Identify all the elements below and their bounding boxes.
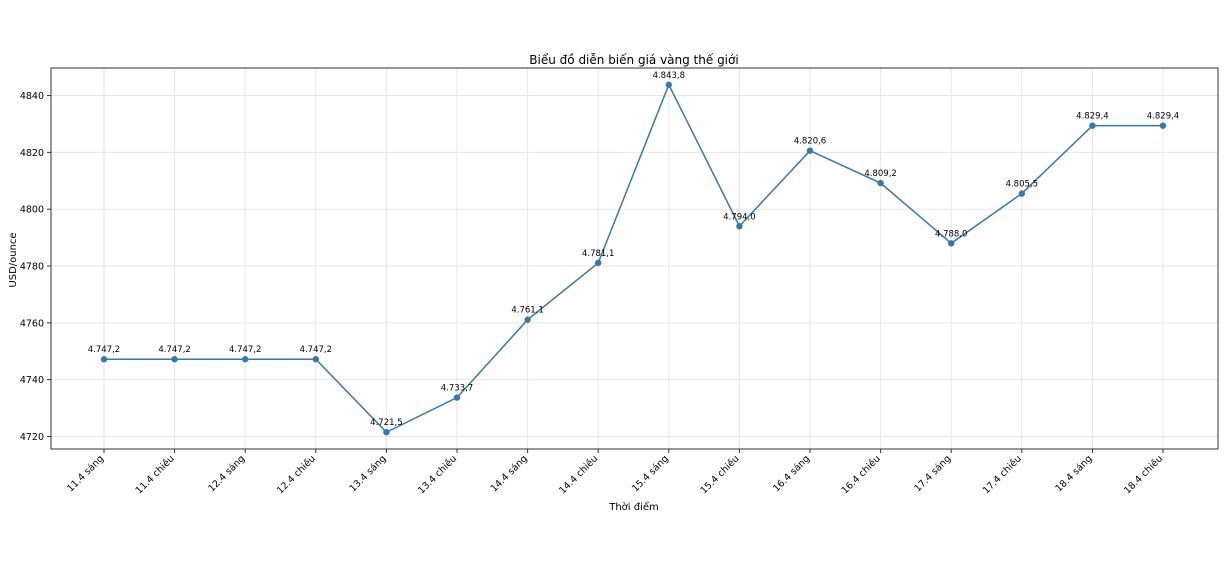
- x-tick-label: 11.4 chiều: [134, 453, 177, 496]
- x-tick-label: 17.4 chiều: [981, 453, 1024, 496]
- data-label: 4.805,5: [1006, 180, 1038, 190]
- y-axis: 4720 4740 4760 4780 4800 4820 4840: [20, 91, 51, 443]
- data-label: 4.788,0: [935, 229, 967, 239]
- x-tick-label: 14.4 sáng: [489, 453, 530, 494]
- data-label: 4.829,4: [1147, 112, 1179, 122]
- data-label: 4.781,1: [582, 249, 614, 259]
- data-point: [524, 316, 531, 323]
- data-label: 4.829,4: [1076, 112, 1108, 122]
- data-point: [1089, 122, 1096, 129]
- chart-title: Biểu đồ diễn biến giá vàng thế giới: [529, 53, 738, 67]
- data-label: 4.747,2: [88, 345, 120, 355]
- data-points: [100, 81, 1167, 436]
- data-point: [736, 223, 743, 230]
- data-label: 4.747,2: [229, 345, 261, 355]
- data-point: [1018, 190, 1025, 197]
- data-point: [312, 356, 319, 363]
- y-tick-label: 4840: [20, 91, 44, 102]
- data-point: [171, 356, 178, 363]
- y-tick-label: 4800: [20, 205, 44, 216]
- data-label: 4.761,1: [511, 306, 543, 316]
- x-tick-label: 11.4 sáng: [65, 453, 106, 494]
- plot-area: [50, 67, 1219, 450]
- x-axis: 11.4 sáng 11.4 chiều 12.4 sáng 12.4 chiều 13…: [65, 449, 1165, 496]
- x-tick-label: 12.4 chiều: [275, 453, 318, 496]
- data-point: [383, 429, 390, 436]
- series-line: [104, 82, 1163, 434]
- data-label: 4.721,5: [370, 418, 402, 428]
- grid: [51, 68, 1218, 449]
- x-tick-label: 16.4 chiều: [840, 453, 883, 496]
- x-tick-label: 17.4 sáng: [912, 453, 953, 494]
- data-point: [877, 179, 884, 187]
- data-point: [665, 81, 672, 88]
- y-tick-label: 4720: [20, 432, 44, 443]
- y-tick-label: 4740: [20, 375, 44, 386]
- x-tick-label: 12.4 sáng: [206, 453, 247, 494]
- x-tick-label: 18.4 sáng: [1054, 453, 1095, 494]
- data-point: [453, 394, 461, 401]
- x-tick-label: 13.4 chiều: [416, 453, 459, 496]
- data-label: 4.733,7: [441, 384, 473, 394]
- y-axis-label: USD/ounce: [8, 232, 19, 287]
- x-tick-label: 14.4 chiều: [557, 453, 600, 496]
- y-tick-label: 4780: [20, 262, 44, 273]
- data-point: [948, 240, 955, 247]
- y-tick-label: 4760: [20, 318, 44, 329]
- y-tick-label: 4820: [20, 148, 44, 159]
- data-label: 4.809,2: [864, 169, 896, 179]
- x-tick-label: 16.4 sáng: [771, 453, 812, 494]
- data-label: 4.820,6: [794, 137, 826, 147]
- x-tick-label: 15.4 sáng: [630, 453, 671, 494]
- data-label: 4.794,0: [723, 212, 755, 222]
- x-tick-label: 13.4 sáng: [348, 453, 389, 494]
- data-point: [1159, 122, 1167, 129]
- x-tick-label: 15.4 chiều: [698, 453, 741, 496]
- data-point: [806, 147, 814, 154]
- data-label: 4.747,2: [300, 345, 332, 355]
- data-point: [242, 356, 249, 363]
- x-axis-label: Thời điểm: [608, 500, 659, 513]
- data-labels: 4.747,2 4.747,2 4.747,2 4.747,2 4.721,5 4.733…: [88, 71, 1179, 428]
- x-tick-label: 18.4 chiều: [1122, 453, 1165, 496]
- data-point: [100, 356, 108, 363]
- data-label: 4.747,2: [158, 345, 190, 355]
- data-label: 4.843,8: [653, 71, 685, 81]
- data-point: [595, 259, 602, 267]
